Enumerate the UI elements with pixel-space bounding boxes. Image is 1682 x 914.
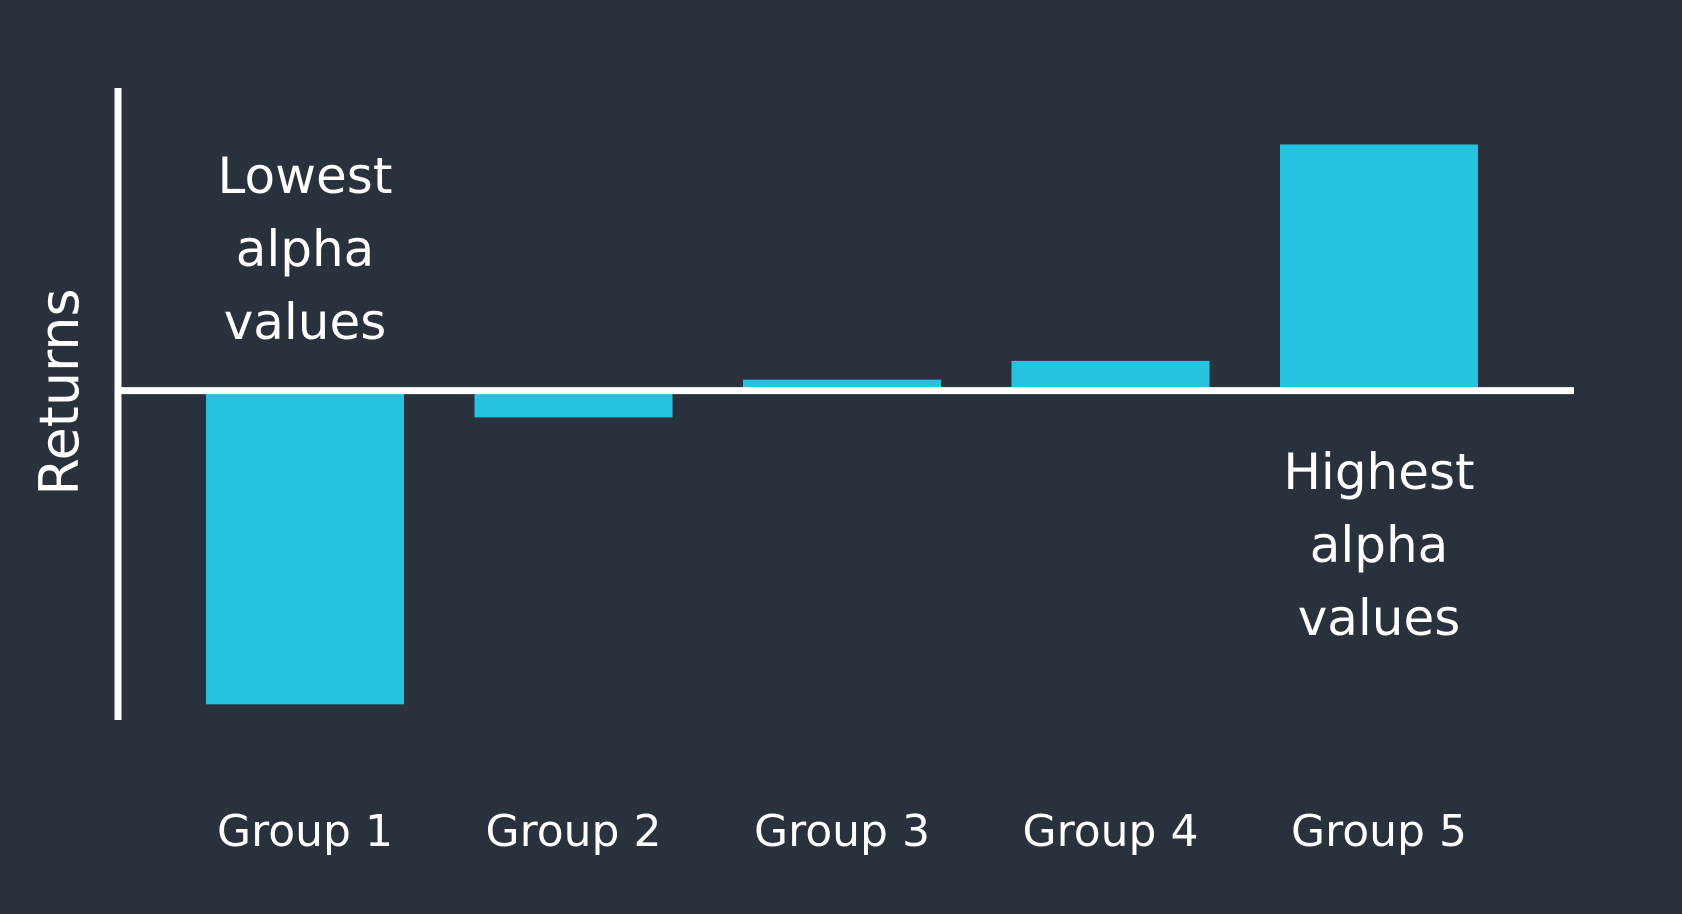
annotation-line: Highest xyxy=(1283,443,1474,501)
annotation-line: alpha xyxy=(1310,516,1449,574)
bar-group-1 xyxy=(206,391,404,705)
y-axis-label: Returns xyxy=(28,288,91,495)
x-tick-label: Group 2 xyxy=(486,806,662,857)
annotation-line: alpha xyxy=(236,220,375,278)
annotation-line: values xyxy=(1298,589,1461,647)
annotation-line: Lowest xyxy=(218,147,393,205)
x-tick-label: Group 1 xyxy=(217,806,393,857)
bar-group-4 xyxy=(1012,361,1210,391)
x-tick-label: Group 5 xyxy=(1291,806,1467,857)
annotation-lowest: Lowest alpha values xyxy=(218,147,393,351)
bar-group-5 xyxy=(1280,144,1478,390)
x-tick-label: Group 3 xyxy=(754,806,930,857)
annotation-line: values xyxy=(224,293,387,351)
annotation-highest: Highest alpha values xyxy=(1283,443,1474,647)
x-tick-label: Group 4 xyxy=(1023,806,1199,857)
bar-group-2 xyxy=(475,391,673,418)
